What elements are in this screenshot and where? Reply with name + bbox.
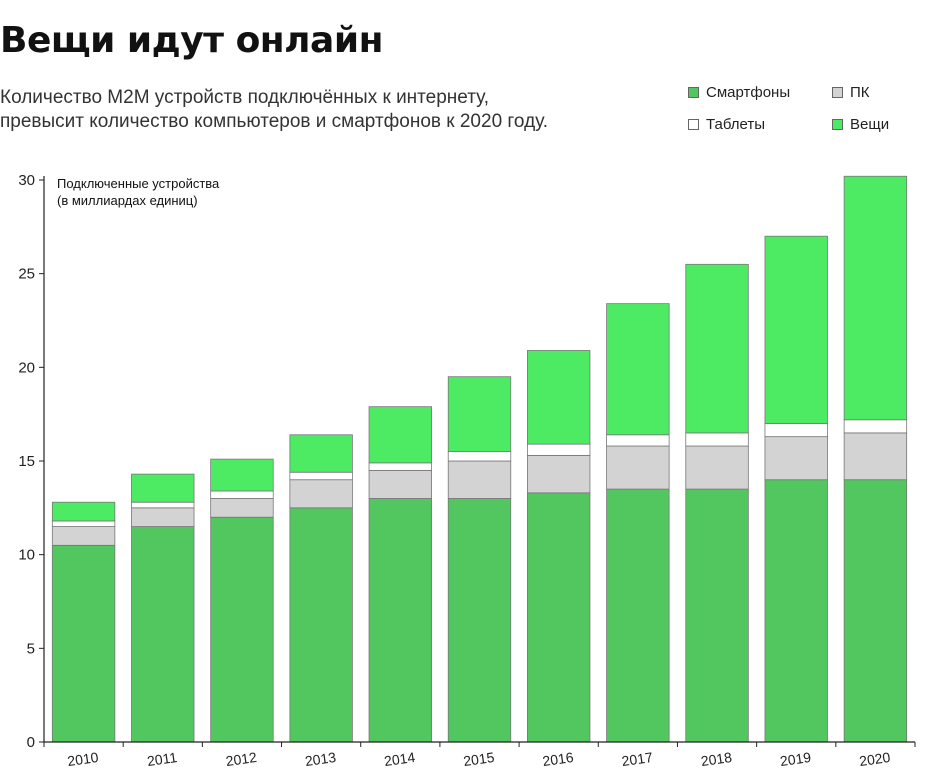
- bar-2010-tablets: [51, 520, 116, 527]
- y-tick-label-30: 30: [18, 172, 35, 189]
- bar-2012-pc: [210, 498, 274, 518]
- legend-swatch-things: [832, 119, 843, 130]
- legend-item-tablets: Таблеты: [688, 116, 765, 133]
- subtitle-line-2: превысит количество компьютеров и смартф…: [0, 111, 549, 132]
- bar-2013-tablets: [289, 471, 353, 481]
- y-axis-label-line-1: Подключенные устройства: [57, 176, 220, 191]
- bar-2014-pc: [368, 469, 432, 499]
- bar-2012-smartphones: [210, 516, 274, 743]
- bar-2015-tablets: [447, 451, 512, 462]
- bar-2018-tablets: [685, 432, 749, 447]
- bar-2016-tablets: [527, 443, 591, 456]
- x-tick-label-2015: 2015: [462, 749, 495, 769]
- x-tick-label-2019: 2019: [779, 749, 812, 769]
- legend-item-pc: ПК: [832, 84, 870, 101]
- subtitle-line-1: Количество М2М устройств подключённых к …: [0, 87, 490, 108]
- y-tick-label-10: 10: [18, 547, 35, 564]
- y-tick-label-0: 0: [27, 734, 35, 751]
- bar-2017-smartphones: [606, 488, 670, 743]
- bar-2014-tablets: [368, 462, 432, 471]
- legend-item-smartphones: Смартфоны: [688, 84, 790, 101]
- x-tick-label-2018: 2018: [700, 749, 733, 769]
- bar-2014-things: [368, 406, 432, 464]
- x-tick-label-2013: 2013: [304, 749, 337, 769]
- legend-label-things: Вещи: [850, 116, 890, 133]
- page-title: Вещи идут онлайн: [0, 20, 383, 61]
- bar-2016-pc: [527, 454, 591, 494]
- x-tick-label-2012: 2012: [225, 749, 258, 769]
- legend-swatch-tablets: [688, 119, 699, 130]
- bars-group: [51, 175, 908, 743]
- bar-2014-smartphones: [368, 498, 432, 743]
- bar-2011-pc: [131, 507, 195, 527]
- bar-2018-pc: [685, 445, 749, 490]
- y-tick-label-25: 25: [18, 266, 35, 283]
- x-tick-label-2017: 2017: [621, 749, 654, 769]
- legend-label-smartphones: Смартфоны: [706, 84, 791, 101]
- x-tick-label-2014: 2014: [383, 749, 416, 769]
- bar-2010-things: [51, 501, 116, 522]
- bar-2019-pc: [764, 436, 828, 481]
- bar-2019-smartphones: [764, 479, 828, 743]
- bar-2010-pc: [51, 526, 116, 546]
- bar-2017-things: [606, 303, 670, 436]
- y-tick-label-20: 20: [18, 359, 35, 376]
- bar-2015-pc: [447, 460, 512, 499]
- legend-swatch-pc: [832, 87, 843, 98]
- bar-2011-tablets: [131, 501, 195, 509]
- bar-2015-smartphones: [447, 498, 512, 743]
- chart-subtitle: Количество М2М устройств подключённых к …: [0, 86, 620, 134]
- bar-2019-tablets: [764, 423, 828, 438]
- bar-2017-tablets: [606, 434, 670, 447]
- bar-2018-smartphones: [685, 488, 749, 743]
- bar-2018-things: [685, 263, 749, 434]
- y-axis-label-line-2: (в миллиардах единиц): [57, 193, 198, 208]
- bar-2016-smartphones: [527, 492, 591, 743]
- bar-2016-things: [527, 350, 591, 445]
- axes-group: 2010 2011 2012 2013 2014 2015 2016 2017 2018 2019…: [18, 172, 916, 769]
- x-tick-label-2010: 2010: [66, 749, 99, 769]
- x-tick-label-2020: 2020: [858, 749, 891, 769]
- bar-2013-pc: [289, 479, 353, 509]
- y-tick-label-5: 5: [27, 640, 35, 657]
- bar-2020-pc: [843, 432, 908, 481]
- x-tick-label-2016: 2016: [541, 749, 574, 769]
- bar-2013-smartphones: [289, 507, 353, 743]
- legend-swatch-smartphones: [688, 87, 699, 98]
- bar-2012-things: [210, 458, 274, 492]
- bar-2012-tablets: [210, 490, 274, 499]
- bar-2015-things: [447, 376, 512, 453]
- bar-2013-things: [289, 434, 353, 473]
- bar-2011-smartphones: [131, 526, 195, 743]
- bar-2017-pc: [606, 445, 670, 490]
- bar-2011-things: [131, 473, 195, 503]
- bar-2020-smartphones: [843, 479, 908, 743]
- x-tick-label-2011: 2011: [146, 749, 178, 769]
- legend-label-tablets: Таблеты: [706, 116, 765, 133]
- y-tick-label-15: 15: [18, 453, 35, 470]
- legend-label-pc: ПК: [850, 84, 870, 101]
- bar-2019-things: [764, 235, 828, 424]
- bar-2020-tablets: [843, 419, 908, 434]
- bar-2010-smartphones: [51, 544, 116, 743]
- legend-item-things: Вещи: [832, 116, 889, 133]
- bar-2020-things: [843, 175, 908, 421]
